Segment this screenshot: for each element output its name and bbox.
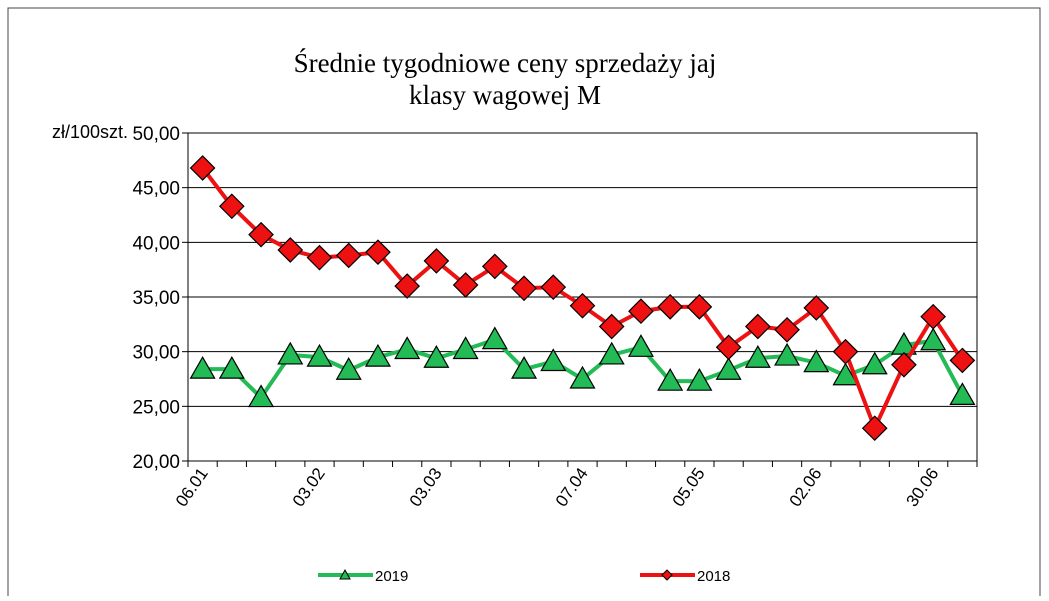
y-tick-label: 25,00 <box>132 397 180 418</box>
triangle-marker <box>861 351 888 375</box>
diamond-marker <box>744 313 771 340</box>
diamond-marker <box>394 273 421 299</box>
diamond-marker <box>920 303 947 330</box>
x-tick-label: 02.06 <box>786 464 826 510</box>
chart-title: Średnie tygodniowe ceny sprzedaży jaj <box>294 48 717 78</box>
chart-frame <box>7 7 1041 596</box>
legend-label: 2019 <box>375 568 408 585</box>
diamond-marker <box>774 316 800 343</box>
diamond-marker <box>335 242 362 269</box>
triangle-marker <box>744 345 771 368</box>
diamond-marker <box>949 347 976 374</box>
legend-marker <box>339 568 351 580</box>
diamond-marker <box>803 295 830 321</box>
triangle-marker <box>949 382 976 405</box>
triangle-marker <box>657 367 684 391</box>
chart-title: klasy wagowej M <box>409 80 601 110</box>
y-axis-label: zł/100szt. <box>52 122 128 142</box>
x-tick-label: 03.03 <box>406 464 446 510</box>
triangle-marker <box>452 336 479 360</box>
diamond-marker <box>686 293 713 320</box>
plot-frame <box>187 132 978 462</box>
y-tick-label: 35,00 <box>132 288 180 309</box>
triangle-marker <box>598 341 625 365</box>
triangle-marker <box>569 365 596 389</box>
diamond-marker <box>423 248 450 274</box>
triangle-marker <box>686 367 713 391</box>
y-tick-label: 20,00 <box>132 452 180 473</box>
triangle-marker <box>832 362 859 386</box>
y-tick-label: 50,00 <box>132 124 180 145</box>
triangle-marker <box>627 334 654 357</box>
diamond-marker <box>861 415 888 442</box>
diamond-marker <box>306 244 333 271</box>
triangle-marker <box>364 343 391 367</box>
diamond-marker <box>569 292 596 319</box>
triangle-marker <box>511 355 538 379</box>
triangle-marker <box>481 326 508 350</box>
diamond-marker <box>452 272 479 298</box>
triangle-marker <box>394 336 421 360</box>
diamond-marker <box>540 274 567 301</box>
triangle-marker <box>423 345 450 368</box>
triangle-marker <box>306 343 333 367</box>
diamond-marker <box>218 193 245 220</box>
triangle-marker <box>803 349 830 373</box>
triangle-marker <box>335 357 362 380</box>
triangle-marker <box>248 384 275 408</box>
diamond-marker <box>248 221 274 248</box>
x-tick-label: 05.05 <box>669 464 709 510</box>
legend-marker <box>661 569 673 581</box>
x-tick-label: 30.06 <box>902 464 942 510</box>
diamond-marker <box>715 334 742 361</box>
triangle-marker <box>715 357 742 380</box>
diamond-marker <box>481 253 508 280</box>
x-tick-label: 03.02 <box>289 464 329 510</box>
diamond-marker <box>365 239 391 266</box>
diamond-marker <box>189 155 216 181</box>
x-tick-label: 07.04 <box>552 464 592 510</box>
diamond-marker <box>511 275 537 302</box>
triangle-marker <box>277 341 304 365</box>
diamond-marker <box>598 313 625 340</box>
diamond-marker <box>891 351 917 378</box>
triangle-marker <box>189 355 216 379</box>
y-tick-label: 45,00 <box>132 179 180 200</box>
legend-label: 2018 <box>697 568 730 585</box>
diamond-marker <box>832 338 859 365</box>
diamond-marker <box>277 237 304 263</box>
y-tick-label: 40,00 <box>132 233 180 254</box>
diamond-marker <box>628 298 654 325</box>
triangle-marker <box>218 355 245 379</box>
triangle-marker <box>774 342 801 366</box>
y-tick-label: 30,00 <box>132 343 180 364</box>
triangle-marker <box>540 348 567 372</box>
triangle-marker <box>920 327 947 351</box>
diamond-marker <box>657 293 684 320</box>
